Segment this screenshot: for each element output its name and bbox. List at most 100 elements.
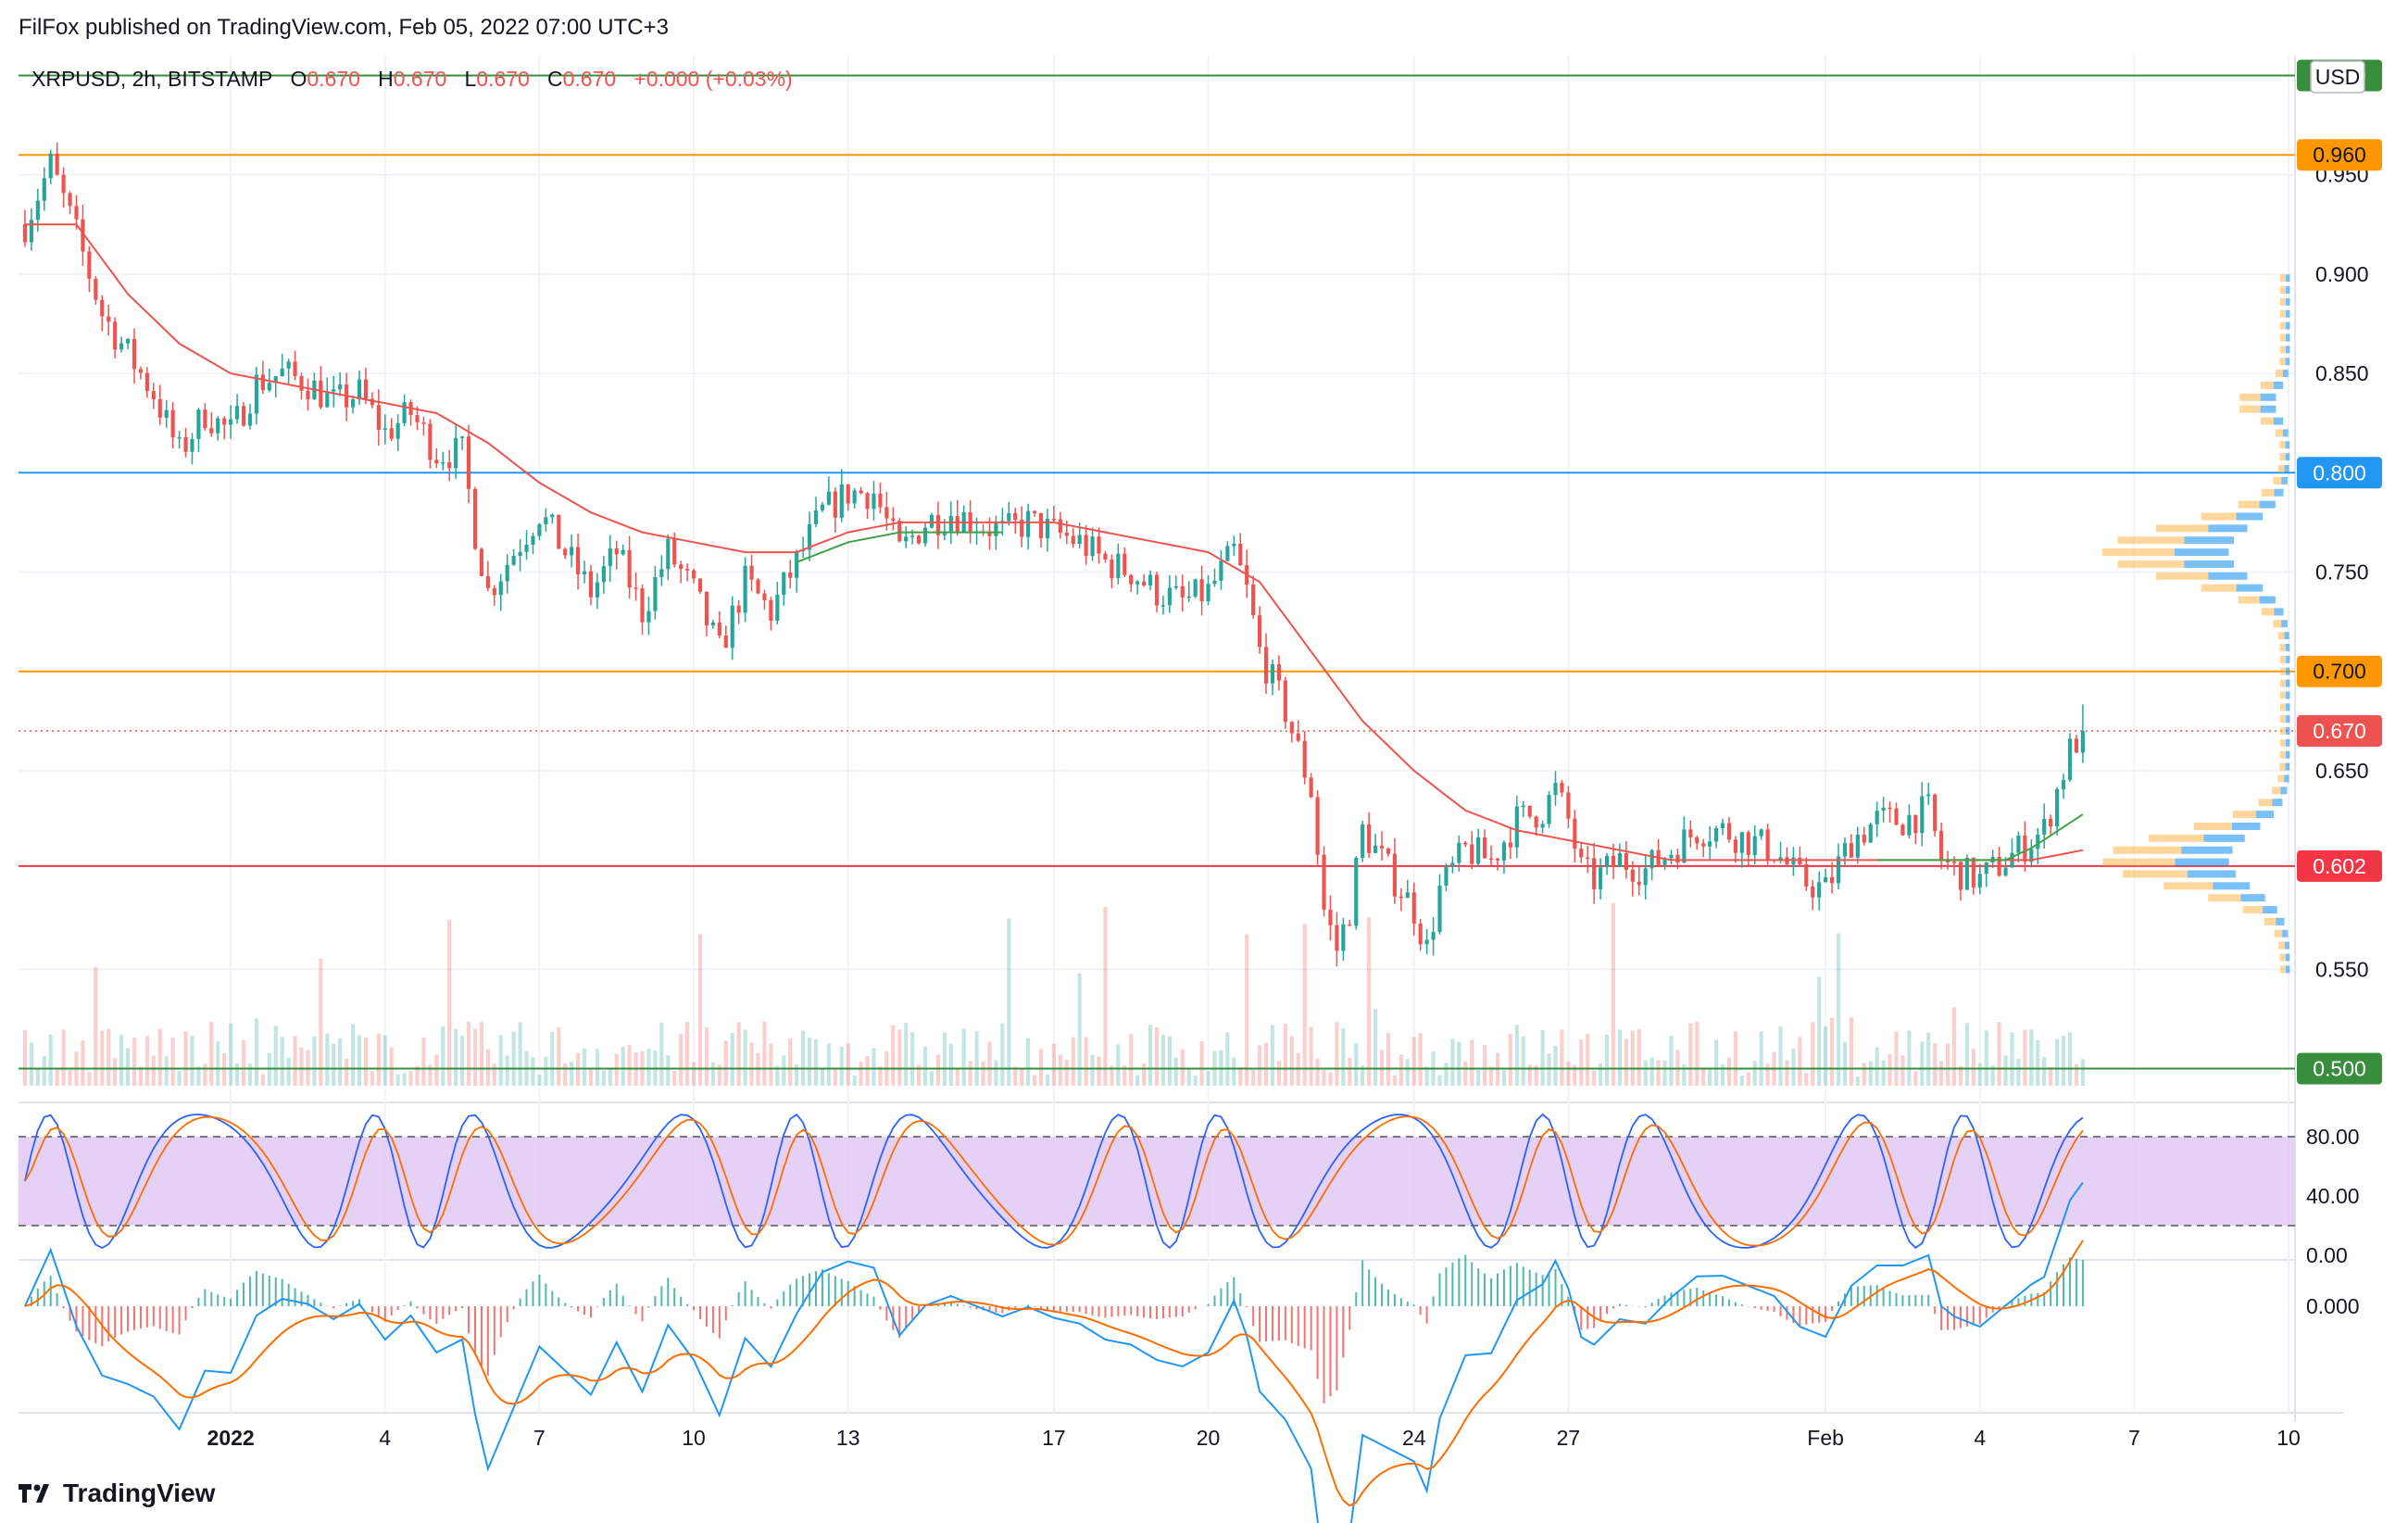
volume-bar [878,1066,883,1086]
macd-histogram-bar [1374,1277,1377,1306]
macd-histogram-bar [506,1306,508,1323]
volume-bar [922,1046,928,1086]
macd-histogram-bar [596,1306,598,1307]
volume-bar [1289,1036,1294,1086]
volume-bar [1084,1037,1088,1086]
macd-histogram-bar [236,1290,239,1306]
volume-bar [710,1062,715,1086]
candle-body [826,491,831,505]
candle-body [1007,512,1011,522]
macd-histogram-bar [243,1282,245,1306]
macd-histogram-bar [1386,1289,1389,1306]
macd-histogram-bar [1239,1293,1242,1306]
macd-histogram-bar [1934,1306,1937,1315]
macd-histogram-bar [1914,1294,1917,1306]
candle-body [1470,844,1474,864]
volume-bar [1752,1061,1757,1086]
volume-profile-bar [2181,846,2233,854]
volume-profile-bar [2286,297,2290,306]
volume-bar [1739,1076,1744,1086]
candle-body [1599,867,1603,889]
candle-body [1424,939,1429,945]
volume-bar [441,1026,445,1086]
candle-body [1553,783,1558,796]
macd-histogram-bar [1908,1294,1911,1306]
volume-profile-bar [2175,858,2229,866]
candle-body [1726,823,1732,840]
candle-body [170,409,175,438]
candle-body [1708,841,1712,847]
macd-histogram-bar [577,1306,580,1312]
candle-body [1675,854,1680,863]
volume-bar [1527,1064,1532,1086]
macd-histogram-bar [2024,1295,2026,1306]
candle-body [1997,856,2001,876]
volume-bar [839,1047,844,1086]
macd-histogram-bar [1445,1267,1448,1306]
candle-body [697,578,703,592]
macd-histogram-bar [223,1296,226,1306]
macd-histogram-bar [139,1306,142,1329]
macd-histogram-bar [1734,1302,1737,1306]
macd-histogram-bar [158,1306,161,1329]
volume-bar [107,1028,111,1086]
volume-bar [1411,1037,1416,1086]
volume-bar [1309,1026,1313,1086]
candle-body [1951,862,1957,863]
volume-bar [35,1069,40,1086]
macd-histogram-bar [1740,1304,1743,1306]
macd-histogram-bar [763,1303,766,1306]
volume-bar [1971,1049,1975,1086]
candle-body [1354,857,1359,926]
macd-histogram-bar [840,1278,843,1306]
volume-profile-bar [2285,738,2290,747]
volume-bar [312,1036,317,1086]
y-tick-label: 0.750 [2315,560,2369,585]
volume-profile-bar [2285,453,2290,461]
macd-histogram-bar [1355,1291,1358,1306]
candle-body [2049,818,2053,827]
volume-bar [1811,1022,1815,1086]
macd-histogram-bar [551,1290,554,1306]
volume-bar [1173,1057,1178,1086]
macd-histogram-bar [571,1306,573,1308]
volume-bar [319,958,323,1086]
stochastic-band [19,1137,2295,1226]
volume-bar [1103,906,1108,1086]
macd-histogram-bar [1034,1306,1036,1307]
volume-bar [1611,903,1616,1086]
macd-histogram-bar [821,1269,823,1306]
brand-name: TradingView [63,1479,216,1507]
volume-bar [1643,1060,1648,1086]
volume-profile-bar [2280,297,2286,306]
volume-profile-bar [2274,929,2283,938]
volume-bar [1508,1034,1512,1086]
macd-histogram-bar [750,1290,753,1306]
candle-body [1129,574,1134,585]
macd-histogram-bar [814,1271,817,1306]
volume-bar [1000,1023,1005,1086]
candle-body [1476,837,1481,864]
macd-histogram-bar [197,1297,200,1306]
candle-body [1964,857,1969,890]
volume-bar [1051,1043,1056,1086]
volume-profile-bar [2279,441,2286,449]
candle-body [357,379,362,400]
macd-histogram-bar [859,1290,862,1306]
macd-histogram-bar [724,1306,727,1321]
volume-bar [775,1065,780,1086]
macd-histogram-bar [1040,1306,1043,1309]
volume-bar [293,1036,297,1086]
macd-histogram-bar [1336,1306,1338,1391]
volume-bar [730,1032,734,1086]
macd-histogram-bar [1484,1273,1486,1306]
legend-symbol: XRPUSD, 2h, BITSTAMP [31,67,273,91]
volume-profile [2102,274,2290,974]
macd-pane [23,1181,2084,1523]
macd-histogram-bar [88,1306,91,1340]
volume-profile-bar [2285,679,2290,687]
volume-profile-bar [2272,799,2283,807]
candle-body [1322,854,1326,910]
macd-histogram-bar [1650,1303,1653,1306]
